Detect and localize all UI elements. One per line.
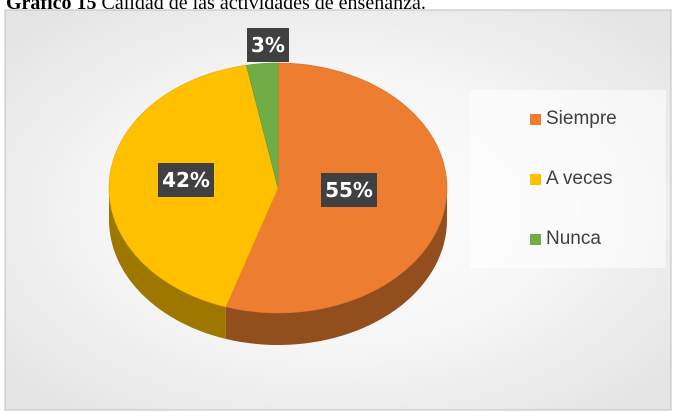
legend-swatch-siempre: [530, 113, 541, 125]
data-label-box: [158, 163, 214, 197]
data-label-siempre: 55%: [321, 173, 377, 207]
data-label-box: [321, 173, 377, 207]
data-label-box: [247, 28, 289, 62]
legend-item-siempre: Siempre: [530, 108, 617, 130]
data-label-text: 3%: [251, 33, 285, 57]
data-label-text: 55%: [325, 178, 373, 202]
legend-label-a-veces: A veces: [546, 168, 613, 189]
legend-item-nunca: Nunca: [530, 228, 601, 250]
legend-label-nunca: Nunca: [546, 228, 601, 249]
data-label-text: 42%: [162, 168, 210, 192]
legend-swatch-nunca: [530, 233, 541, 245]
pie-slice-nunca: [245, 62, 279, 189]
pie-side-siempre: [225, 188, 447, 345]
pie-side-a-veces: [109, 188, 226, 339]
legend-item-a-veces: A veces: [530, 168, 613, 190]
data-label-nunca: 3%: [247, 28, 289, 62]
legend-label-siempre: Siempre: [546, 108, 617, 129]
chart-legend: [470, 90, 666, 268]
data-label-a-veces: 42%: [158, 163, 214, 197]
legend-swatch-a-veces: [530, 173, 541, 185]
